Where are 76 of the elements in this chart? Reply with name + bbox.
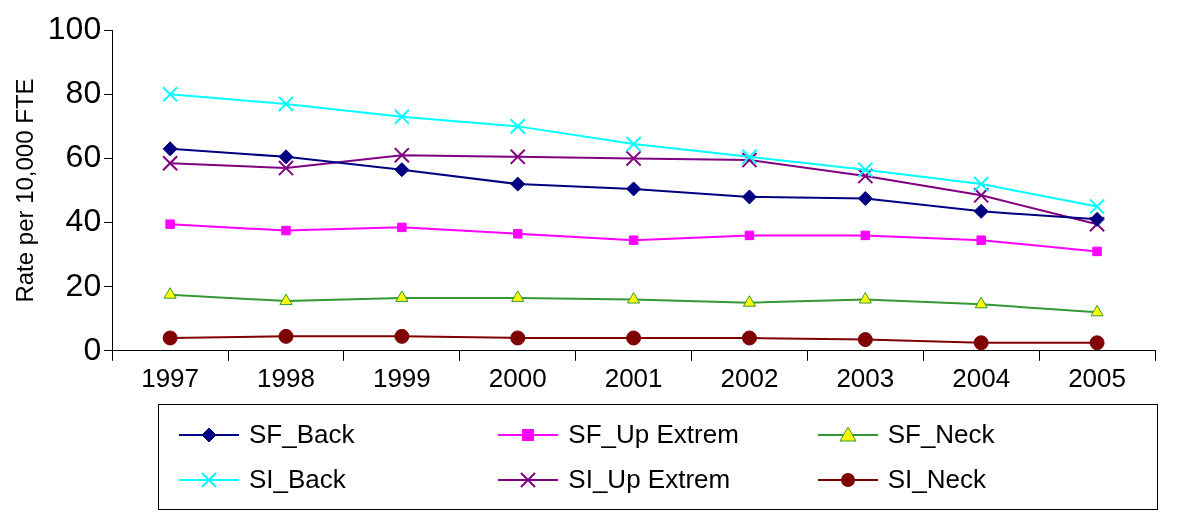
point: [393, 147, 410, 164]
point: [857, 168, 874, 185]
y-tick-label: 20: [65, 266, 102, 303]
point: [511, 290, 525, 302]
x-tick-label: 2004: [952, 362, 1011, 393]
x-tick-label: 1998: [257, 362, 315, 393]
x-tick-label: 2002: [720, 362, 779, 393]
point: [1090, 304, 1104, 317]
point: [627, 292, 641, 304]
point: [162, 330, 178, 346]
point: [626, 330, 642, 346]
point: [278, 149, 294, 165]
point: [393, 108, 410, 125]
point: [279, 293, 293, 306]
point: [277, 159, 295, 177]
point: [277, 95, 295, 113]
point: [973, 187, 990, 204]
point: [741, 330, 757, 346]
point: [509, 148, 526, 165]
point: [281, 225, 291, 236]
y-axis-title: Rate per 10,000 FTE: [11, 78, 39, 303]
point: [741, 148, 758, 165]
point: [163, 287, 177, 299]
point: [857, 332, 873, 348]
x-tick-label: 2005: [1068, 362, 1126, 393]
y-tick-label: 0: [83, 330, 102, 367]
point: [162, 141, 178, 157]
point: [973, 335, 989, 351]
point: [1092, 246, 1102, 257]
point: [973, 203, 989, 219]
x-tick-label: 2001: [604, 362, 663, 393]
point: [162, 155, 179, 172]
y-tick-label: 60: [65, 138, 102, 175]
legend-label: SI_Neck: [887, 464, 986, 495]
x-tick-label: 2003: [836, 362, 895, 393]
point: [741, 151, 758, 169]
legend-label: SF_Neck: [887, 419, 995, 450]
x-tick-label: 1997: [141, 362, 200, 393]
point: [278, 328, 294, 344]
point: [857, 191, 873, 207]
point: [625, 150, 642, 167]
point: [860, 230, 871, 241]
legend-label: SF_Up Extrem: [568, 419, 739, 450]
point: [397, 222, 407, 233]
legend-label: SI_Back: [249, 464, 346, 495]
legend-label: SF_Back: [249, 419, 355, 450]
point: [742, 295, 757, 307]
point: [858, 292, 872, 304]
x-tick-label: 2000: [488, 362, 547, 393]
point: [165, 219, 175, 229]
point: [741, 189, 757, 205]
point: [509, 118, 526, 135]
point: [510, 330, 526, 346]
point: [625, 135, 642, 153]
point: [395, 290, 409, 302]
point: [857, 161, 874, 178]
point: [626, 181, 642, 197]
point: [973, 176, 990, 193]
legend-label: SI_Up Extrem: [568, 464, 731, 495]
point: [162, 86, 179, 103]
point: [974, 296, 988, 309]
x-tick-label: 1999: [372, 362, 431, 393]
point: [1089, 335, 1105, 351]
point: [510, 176, 526, 192]
y-tick-label: 40: [65, 202, 102, 239]
point: [976, 235, 986, 245]
point: [394, 328, 410, 344]
point: [512, 229, 523, 239]
y-tick-label: 80: [65, 74, 102, 111]
point: [1089, 211, 1105, 227]
point: [628, 235, 639, 245]
point: [394, 162, 410, 178]
point: [1088, 216, 1106, 233]
point: [1088, 198, 1106, 215]
point: [744, 230, 755, 241]
y-tick-label: 100: [47, 10, 102, 47]
